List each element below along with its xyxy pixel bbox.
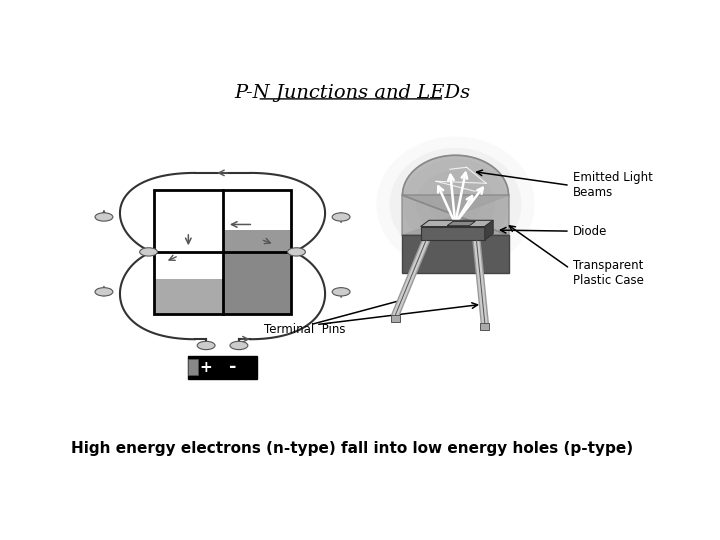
Bar: [391, 315, 400, 322]
Text: P-N Junctions and LEDs: P-N Junctions and LEDs: [234, 84, 470, 102]
Bar: [480, 323, 490, 330]
Polygon shape: [485, 220, 493, 240]
Bar: [222, 252, 291, 314]
Polygon shape: [402, 235, 508, 273]
Ellipse shape: [390, 148, 521, 260]
Text: Terminal  Pins: Terminal Pins: [264, 322, 346, 335]
Ellipse shape: [95, 213, 113, 221]
Text: Emitted Light
Beams: Emitted Light Beams: [572, 171, 652, 199]
Ellipse shape: [332, 288, 350, 296]
Ellipse shape: [230, 341, 248, 349]
Bar: [154, 190, 222, 252]
Bar: [222, 230, 291, 252]
Bar: [154, 252, 222, 314]
Bar: [189, 359, 198, 375]
Text: Diode: Diode: [572, 225, 607, 238]
Polygon shape: [402, 156, 508, 235]
Polygon shape: [447, 221, 475, 226]
Ellipse shape: [95, 288, 113, 296]
Ellipse shape: [402, 159, 508, 249]
Ellipse shape: [287, 248, 305, 256]
Bar: [402, 195, 508, 235]
Bar: [154, 190, 291, 314]
Polygon shape: [420, 220, 493, 227]
Text: -: -: [229, 359, 237, 376]
Bar: [189, 356, 257, 379]
Text: +: +: [199, 360, 212, 375]
Text: High energy electrons (n-type) fall into low energy holes (p-type): High energy electrons (n-type) fall into…: [71, 441, 634, 456]
Ellipse shape: [377, 137, 534, 272]
Bar: [420, 227, 485, 240]
Ellipse shape: [429, 181, 482, 227]
Ellipse shape: [332, 213, 350, 221]
Bar: [154, 279, 222, 314]
Text: Transparent
Plastic Case: Transparent Plastic Case: [572, 259, 644, 287]
Ellipse shape: [140, 248, 158, 256]
Ellipse shape: [197, 341, 215, 349]
Ellipse shape: [416, 170, 495, 238]
Bar: [222, 190, 291, 252]
